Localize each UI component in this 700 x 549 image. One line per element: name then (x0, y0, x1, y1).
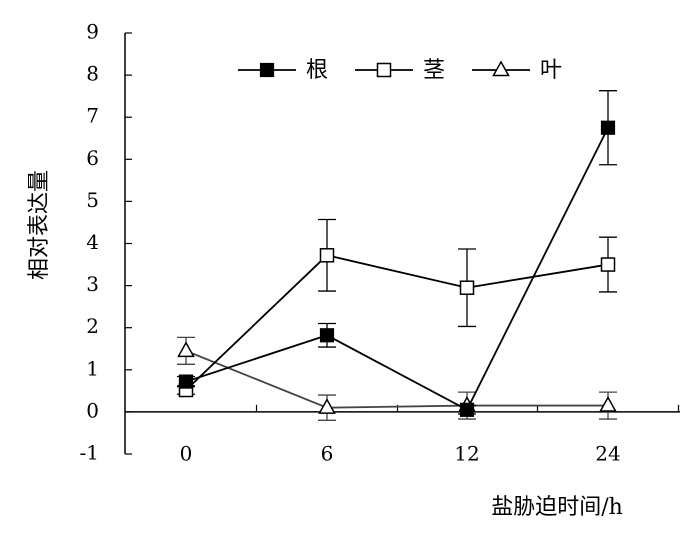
data-point (600, 257, 616, 272)
y-tick-label: 0 (86, 398, 99, 422)
y-tick-label: 2 (86, 314, 99, 338)
legend-label: 根 (306, 58, 328, 83)
series-gen (177, 90, 617, 417)
data-point (459, 402, 475, 417)
x-axis-ticks: 0 6 12 24 (180, 404, 680, 466)
data-point (599, 395, 617, 412)
legend-label: 茎 (423, 58, 445, 83)
y-tick-label: 1 (86, 356, 99, 380)
data-point (178, 374, 194, 389)
series-jing (177, 218, 617, 398)
y-axis-title: 相对表达量 (27, 170, 52, 280)
y-tick-label: -1 (80, 441, 99, 465)
y-axis-ticks: -1 0 1 2 3 4 5 6 7 8 9 (80, 20, 132, 465)
legend: 根茎叶 (238, 58, 562, 83)
y-tick-label: 3 (86, 272, 99, 296)
data-point (177, 341, 195, 358)
x-tick-label: 6 (321, 442, 334, 466)
y-tick-label: 9 (86, 20, 99, 44)
x-tick-label: 0 (180, 442, 193, 466)
data-point (376, 62, 392, 78)
legend-item: 茎 (355, 58, 445, 83)
y-tick-label: 7 (86, 104, 99, 128)
legend-label: 叶 (540, 58, 562, 83)
chart-axes (124, 33, 680, 454)
y-tick-label: 8 (86, 62, 99, 86)
data-point (600, 120, 616, 135)
data-point (319, 248, 335, 263)
y-tick-label: 4 (86, 230, 99, 254)
series-line (185, 127, 609, 412)
data-point (259, 62, 275, 78)
y-tick-label: 6 (86, 146, 99, 170)
data-point (492, 60, 510, 77)
data-point (459, 280, 475, 295)
series-line (185, 254, 609, 391)
data-point (318, 398, 336, 414)
x-tick-label: 24 (595, 442, 620, 466)
y-tick-label: 5 (86, 188, 99, 212)
series-line (185, 350, 608, 409)
series-layer (177, 90, 617, 421)
legend-item: 叶 (472, 58, 562, 83)
x-tick-label: 12 (454, 442, 479, 466)
legend-item: 根 (238, 58, 328, 83)
data-point (319, 328, 335, 343)
x-axis-title: 盐胁迫时间/h (491, 495, 623, 520)
